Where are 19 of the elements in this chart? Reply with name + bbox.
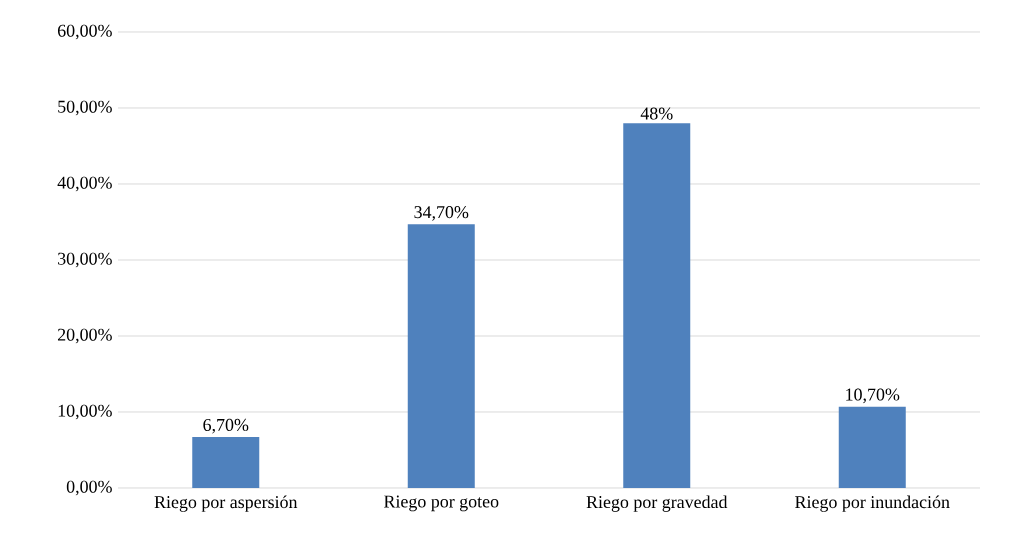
bar xyxy=(838,406,906,488)
y-tick-label: 30,00% xyxy=(58,252,112,268)
y-tick-label: 60,00% xyxy=(57,24,112,40)
bar xyxy=(192,437,260,488)
y-tick-label: 20,00% xyxy=(57,328,112,344)
x-tick-label: Riego por gravedad xyxy=(586,495,728,512)
data-label: 10,70% xyxy=(846,388,900,404)
bar xyxy=(623,123,691,488)
data-label: 34,70% xyxy=(414,206,469,221)
y-tick-label: 50,00% xyxy=(58,100,112,116)
y-tick-label: 0,00% xyxy=(66,480,112,496)
x-tick-label: Riego por aspersión xyxy=(154,495,298,512)
data-label: 6,70% xyxy=(203,418,249,434)
y-tick-label: 40,00% xyxy=(57,176,112,192)
bar xyxy=(407,224,475,488)
x-tick-label: Riego por goteo xyxy=(384,495,499,512)
y-tick-label: 10,00% xyxy=(58,404,112,420)
x-tick-label: Riego por inundación xyxy=(795,495,950,512)
data-label: 48% xyxy=(640,107,673,120)
